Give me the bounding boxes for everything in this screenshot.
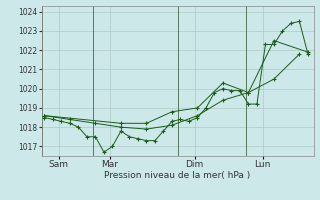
X-axis label: Pression niveau de la mer( hPa ): Pression niveau de la mer( hPa ) [104, 171, 251, 180]
